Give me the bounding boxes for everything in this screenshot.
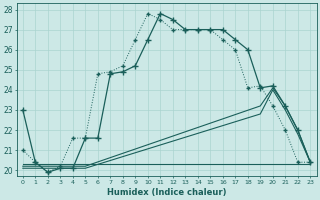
X-axis label: Humidex (Indice chaleur): Humidex (Indice chaleur) bbox=[107, 188, 226, 197]
